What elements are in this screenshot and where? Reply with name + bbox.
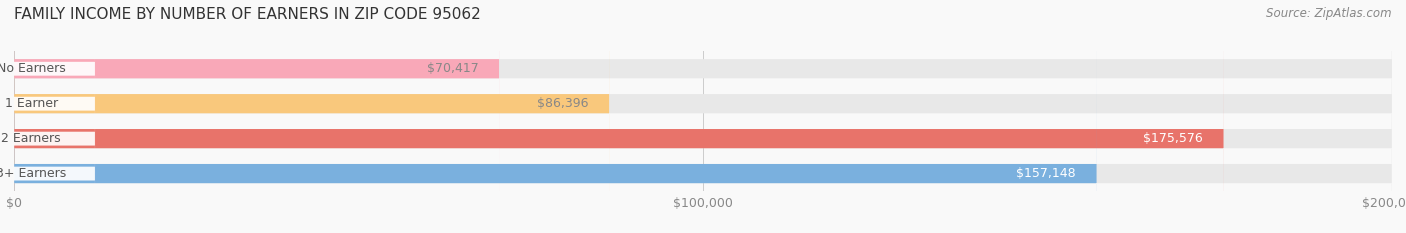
- Text: FAMILY INCOME BY NUMBER OF EARNERS IN ZIP CODE 95062: FAMILY INCOME BY NUMBER OF EARNERS IN ZI…: [14, 7, 481, 22]
- Text: No Earners: No Earners: [0, 62, 66, 75]
- FancyBboxPatch shape: [14, 0, 1097, 233]
- FancyBboxPatch shape: [0, 0, 96, 233]
- Text: $157,148: $157,148: [1017, 167, 1076, 180]
- FancyBboxPatch shape: [14, 0, 1392, 233]
- Text: Source: ZipAtlas.com: Source: ZipAtlas.com: [1267, 7, 1392, 20]
- FancyBboxPatch shape: [14, 0, 1392, 233]
- FancyBboxPatch shape: [0, 0, 96, 233]
- FancyBboxPatch shape: [0, 0, 96, 233]
- Text: $70,417: $70,417: [427, 62, 478, 75]
- FancyBboxPatch shape: [14, 0, 609, 233]
- FancyBboxPatch shape: [14, 0, 499, 233]
- FancyBboxPatch shape: [0, 0, 96, 233]
- Text: 3+ Earners: 3+ Earners: [0, 167, 66, 180]
- Text: 1 Earner: 1 Earner: [4, 97, 58, 110]
- Text: $175,576: $175,576: [1143, 132, 1204, 145]
- FancyBboxPatch shape: [14, 0, 1392, 233]
- Text: 2 Earners: 2 Earners: [1, 132, 60, 145]
- FancyBboxPatch shape: [14, 0, 1392, 233]
- FancyBboxPatch shape: [14, 0, 1223, 233]
- Text: $86,396: $86,396: [537, 97, 589, 110]
